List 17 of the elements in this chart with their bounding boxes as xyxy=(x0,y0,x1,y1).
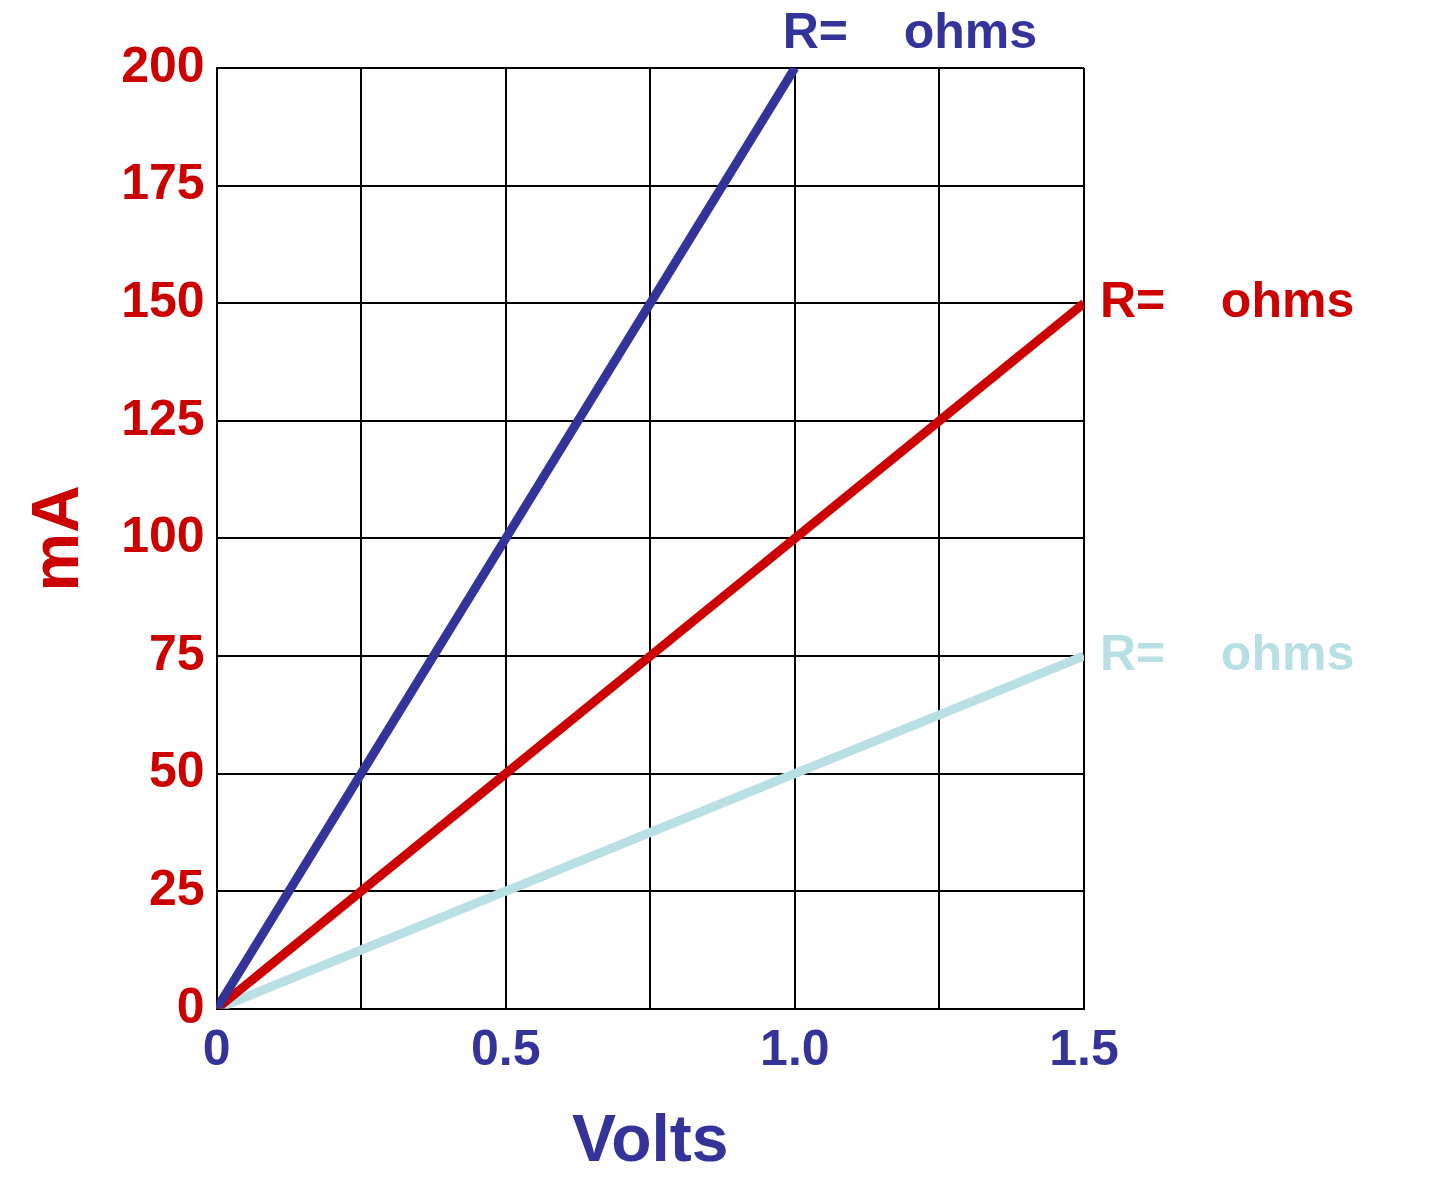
x-tick-label: 1.0 xyxy=(760,1019,830,1076)
y-tick-label: 0 xyxy=(176,977,205,1034)
series-label: R= ohms xyxy=(782,2,1037,59)
y-tick-label: 150 xyxy=(121,271,205,328)
y-axis-title: mA xyxy=(17,485,92,592)
y-tick-label: 100 xyxy=(121,507,205,564)
y-tick-label: 200 xyxy=(121,36,205,93)
y-tick-label: 175 xyxy=(121,154,205,211)
series-label: R= ohms xyxy=(1100,624,1355,681)
y-tick-label: 125 xyxy=(121,389,205,446)
x-axis-title: Volts xyxy=(572,1100,729,1175)
y-tick-label: 50 xyxy=(149,742,205,799)
y-tick-label: 25 xyxy=(149,859,205,916)
x-tick-label: 1.5 xyxy=(1049,1019,1119,1076)
y-tick-label: 75 xyxy=(149,624,205,681)
series-label: R= ohms xyxy=(1100,271,1355,328)
x-tick-label: 0.5 xyxy=(470,1019,541,1076)
